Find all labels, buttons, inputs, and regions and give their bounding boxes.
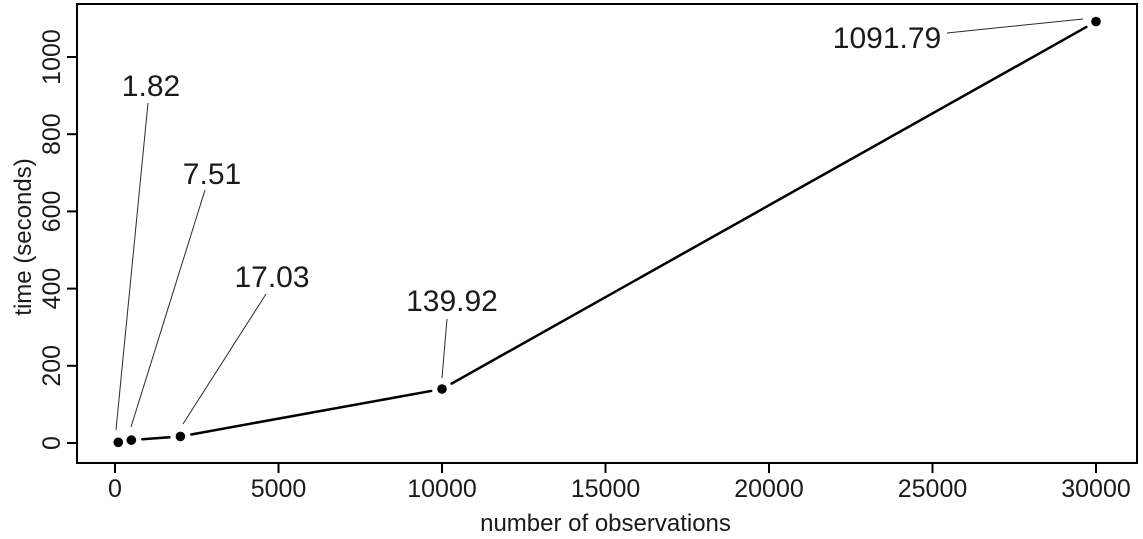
plot-border (76, 3, 1138, 464)
annotation-leader-line (441, 318, 448, 379)
point-annotation: 7.51 (183, 158, 241, 191)
x-axis-tick-label: 10000 (407, 475, 477, 503)
series-line-segment (141, 435, 171, 441)
point-annotation: 1091.79 (833, 22, 941, 55)
y-axis-tick-label: 0 (38, 436, 66, 450)
y-axis-tick-label: 600 (38, 191, 66, 233)
point-annotation: 139.92 (406, 285, 498, 318)
y-axis-title: time (seconds) (10, 158, 37, 315)
y-axis-tick-label: 200 (38, 345, 66, 387)
data-point (113, 437, 124, 448)
series-line-segment (450, 25, 1088, 385)
x-axis-tick-label: 15000 (571, 475, 641, 503)
data-point (126, 435, 137, 445)
x-axis-title: number of observations (480, 510, 731, 537)
data-point (175, 431, 186, 442)
x-axis-tick-label: 20000 (734, 475, 804, 503)
y-axis-tick-label: 800 (38, 113, 66, 155)
annotation-leader-line (130, 189, 206, 428)
x-axis-tick-label: 5000 (251, 475, 307, 503)
x-axis-tick-label: 0 (108, 475, 122, 503)
y-axis-tick-label: 400 (38, 268, 66, 310)
data-point (1091, 16, 1101, 27)
point-annotation: 1.82 (122, 70, 180, 103)
annotation-leader-line (182, 293, 267, 425)
annotation-leader-line (115, 102, 149, 431)
series-line-segment (189, 389, 433, 436)
annotation-leader-line (946, 18, 1084, 34)
x-axis-tick-label: 30000 (1061, 475, 1131, 503)
x-axis-tick-label: 25000 (898, 475, 968, 503)
y-axis-tick-label: 1000 (38, 29, 66, 85)
point-annotation: 17.03 (234, 261, 309, 294)
data-point (437, 384, 447, 394)
